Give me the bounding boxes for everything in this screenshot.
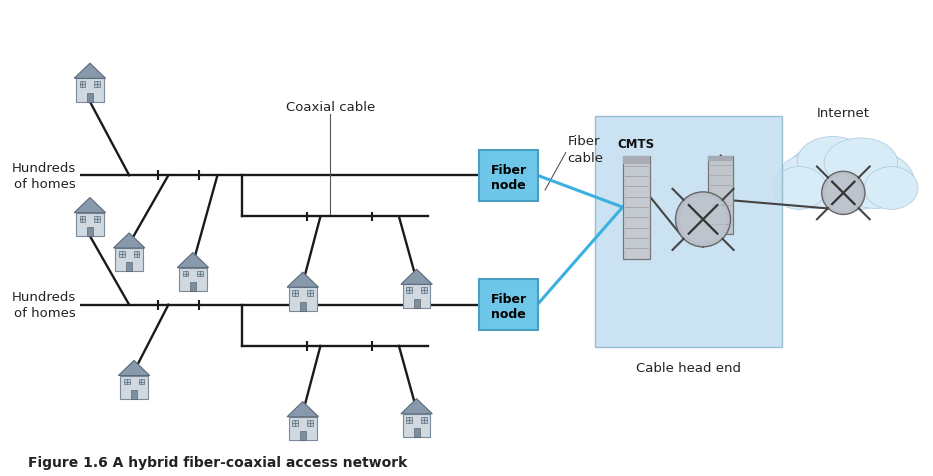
Text: Internet: Internet xyxy=(816,107,870,120)
Ellipse shape xyxy=(773,167,827,210)
Polygon shape xyxy=(292,420,299,426)
Ellipse shape xyxy=(824,139,898,188)
Polygon shape xyxy=(307,291,313,297)
FancyBboxPatch shape xyxy=(595,117,782,347)
Polygon shape xyxy=(120,376,147,399)
Text: Fiber: Fiber xyxy=(491,163,527,177)
Polygon shape xyxy=(94,82,100,88)
Polygon shape xyxy=(179,268,206,291)
FancyBboxPatch shape xyxy=(708,156,733,162)
Polygon shape xyxy=(139,379,145,385)
Ellipse shape xyxy=(798,137,868,186)
Polygon shape xyxy=(131,390,137,399)
Polygon shape xyxy=(87,94,93,102)
Polygon shape xyxy=(114,233,145,248)
Polygon shape xyxy=(406,288,412,294)
Polygon shape xyxy=(79,216,86,222)
Text: node: node xyxy=(492,307,526,320)
Text: of homes: of homes xyxy=(14,307,77,319)
Polygon shape xyxy=(75,198,105,213)
Polygon shape xyxy=(77,79,104,102)
Polygon shape xyxy=(126,263,132,272)
Polygon shape xyxy=(299,302,306,311)
FancyBboxPatch shape xyxy=(708,156,733,235)
Circle shape xyxy=(675,192,731,248)
Polygon shape xyxy=(413,428,420,437)
Polygon shape xyxy=(401,269,432,285)
Circle shape xyxy=(825,175,862,212)
Polygon shape xyxy=(287,402,318,417)
Text: Fiber
cable: Fiber cable xyxy=(567,134,604,164)
Polygon shape xyxy=(406,417,412,423)
Text: CMTS: CMTS xyxy=(618,138,655,150)
Text: node: node xyxy=(492,178,526,191)
Ellipse shape xyxy=(836,153,913,209)
Polygon shape xyxy=(413,299,420,308)
Polygon shape xyxy=(75,64,105,79)
Polygon shape xyxy=(403,414,430,437)
Polygon shape xyxy=(421,288,427,294)
Text: Hundreds: Hundreds xyxy=(12,291,77,304)
Polygon shape xyxy=(133,252,139,258)
Polygon shape xyxy=(403,285,430,308)
Polygon shape xyxy=(87,228,93,237)
Text: of homes: of homes xyxy=(14,177,77,190)
FancyBboxPatch shape xyxy=(480,279,538,330)
Polygon shape xyxy=(287,273,318,288)
Polygon shape xyxy=(118,361,150,376)
Polygon shape xyxy=(299,431,306,440)
Ellipse shape xyxy=(786,140,905,211)
Text: Figure 1.6 A hybrid fiber-coaxial access network: Figure 1.6 A hybrid fiber-coaxial access… xyxy=(28,455,408,469)
Text: Cable head end: Cable head end xyxy=(635,361,741,374)
Polygon shape xyxy=(292,291,299,297)
Polygon shape xyxy=(198,271,203,277)
Polygon shape xyxy=(421,417,427,423)
Polygon shape xyxy=(401,399,432,414)
Polygon shape xyxy=(79,82,86,88)
Circle shape xyxy=(679,197,727,243)
Polygon shape xyxy=(190,282,196,291)
Polygon shape xyxy=(289,288,316,311)
Text: Fiber: Fiber xyxy=(491,293,527,306)
Polygon shape xyxy=(183,271,188,277)
Polygon shape xyxy=(307,420,313,426)
Polygon shape xyxy=(177,253,209,268)
Polygon shape xyxy=(289,417,316,440)
Text: Coaxial cable: Coaxial cable xyxy=(285,101,375,114)
Polygon shape xyxy=(116,248,143,272)
Text: Hundreds: Hundreds xyxy=(12,161,77,175)
FancyBboxPatch shape xyxy=(622,156,650,165)
Ellipse shape xyxy=(864,167,918,210)
FancyBboxPatch shape xyxy=(480,150,538,201)
Polygon shape xyxy=(77,213,104,237)
FancyBboxPatch shape xyxy=(622,156,650,259)
Ellipse shape xyxy=(777,153,855,209)
Polygon shape xyxy=(118,252,125,258)
Polygon shape xyxy=(94,216,100,222)
Circle shape xyxy=(822,172,865,215)
Polygon shape xyxy=(124,379,130,385)
